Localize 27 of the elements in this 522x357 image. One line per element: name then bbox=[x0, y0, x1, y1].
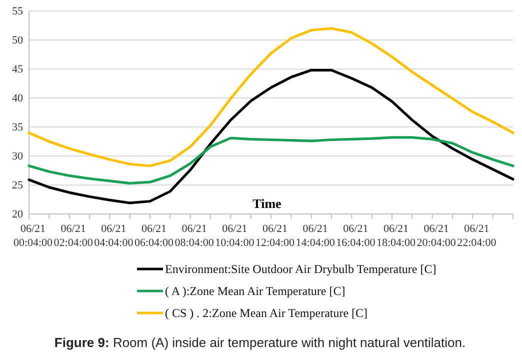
legend-label: Environment:Site Outdoor Air Drybulb Temperature [C] bbox=[165, 262, 436, 276]
legend-label: ( A ):Zone Mean Air Temperature [C] bbox=[165, 284, 346, 298]
x-axis-title: Time bbox=[252, 196, 282, 211]
y-tick-label: 50 bbox=[12, 34, 24, 47]
y-tick-label: 55 bbox=[12, 6, 24, 18]
legend-label: ( CS ) . 2:Zone Mean Air Temperature [C] bbox=[165, 306, 368, 320]
caption: Figure 9: Room (A) inside air temperature with night natural ventilation. bbox=[54, 335, 466, 350]
x-tick-label: 06/21 04:04:00 bbox=[94, 223, 134, 249]
x-tick-label: 06/21 06:04:00 bbox=[134, 223, 174, 249]
x-tick-label: 06/21 18:04:00 bbox=[376, 223, 416, 249]
line-series bbox=[28, 136, 514, 185]
x-tick-label: 06/21 16:04:00 bbox=[336, 223, 376, 249]
x-tick-label: 06/21 20:04:00 bbox=[416, 223, 456, 249]
x-tick-label: 06/21 02:04:00 bbox=[54, 223, 94, 249]
x-tick-label: 06/21 22:04:00 bbox=[457, 223, 497, 249]
x-tick-label: 06/21 08:04:00 bbox=[174, 223, 214, 249]
y-tick-label: 35 bbox=[12, 122, 24, 134]
y-tick-label: 40 bbox=[12, 92, 24, 105]
y-tick-label: 20 bbox=[12, 208, 24, 221]
x-tick-label: 06/21 12:04:00 bbox=[255, 223, 296, 249]
x-tick-label: 06/21 14:04:00 bbox=[296, 223, 336, 249]
x-tick-label: 06/21 00:04:00 bbox=[13, 223, 54, 249]
y-tick-label: 45 bbox=[12, 64, 24, 76]
line-series bbox=[28, 27, 514, 168]
y-tick-label: 30 bbox=[12, 150, 24, 163]
x-tick-label: 06/21 10:04:00 bbox=[215, 223, 255, 249]
y-tick-label: 25 bbox=[12, 180, 24, 192]
